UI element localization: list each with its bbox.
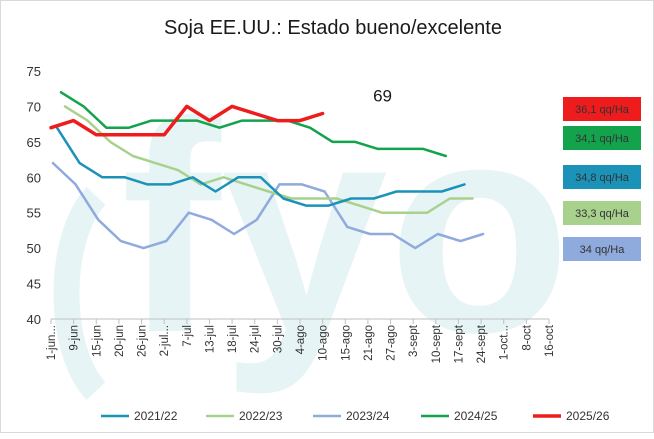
x-tick-label: 4-ago <box>295 325 307 354</box>
x-tick-label: 24-sept <box>476 324 488 363</box>
annotation-label: 69 <box>373 87 392 106</box>
legend-label: 2025/26 <box>566 409 610 423</box>
x-tick-label: 15-jun <box>91 325 103 357</box>
legend-label: 2021/22 <box>134 409 178 423</box>
series-line-2025-26 <box>49 104 325 137</box>
x-tick-label: 21-ago <box>363 325 375 361</box>
x-tick-label: 24-jul <box>250 325 262 353</box>
y-tick-label: 55 <box>27 206 41 221</box>
watermark-arc <box>53 187 106 400</box>
y-tick-label: 65 <box>27 135 41 150</box>
x-tick-label: 1-oct... <box>499 325 511 360</box>
yield-box-label: 34,8 qq/Ha <box>575 172 630 184</box>
x-tick-label: 13-jul <box>204 325 216 353</box>
yield-box-label: 34 qq/Ha <box>580 244 626 256</box>
y-tick-label: 45 <box>27 277 41 292</box>
yield-box <box>563 97 641 121</box>
x-tick-label: 9-jun <box>69 325 81 351</box>
yield-box <box>563 201 641 225</box>
y-axis: 40 45 50 55 60 65 70 75 <box>27 64 41 327</box>
x-tick-label: 10-ago <box>318 325 330 361</box>
yield-box-label: 34,1 qq/Ha <box>575 133 630 145</box>
legend-label: 2022/23 <box>239 409 283 423</box>
y-tick-label: 75 <box>27 64 41 79</box>
yield-box <box>563 126 641 150</box>
watermark-text: fyo <box>121 59 571 397</box>
y-tick-label: 60 <box>27 170 41 185</box>
legend-label: 2024/25 <box>454 409 498 423</box>
yield-box <box>563 237 641 261</box>
x-tick-label: 18-jul <box>227 325 239 353</box>
chart-title: Soja EE.UU.: Estado bueno/excelente <box>164 17 502 39</box>
x-tick-label: 10-sept <box>431 324 443 363</box>
series-lines <box>49 91 485 250</box>
series-line-2023-24 <box>51 161 485 250</box>
x-tick-label: 27-ago <box>386 325 398 361</box>
y-tick-label: 40 <box>27 312 41 327</box>
x-tick-label: 15-ago <box>340 325 352 361</box>
yield-box-label: 36,1 qq/Ha <box>575 104 630 116</box>
series-line-2024-25 <box>59 91 448 158</box>
x-tick-label: 16-oct <box>544 324 556 357</box>
x-tick-label: 2-jul... <box>159 325 171 356</box>
legend: 2021/22 2022/23 2023/24 2024/25 2025/26 <box>101 409 610 423</box>
x-tick-label: 30-jul <box>272 325 284 353</box>
x-tick-label: 20-jun <box>114 325 126 357</box>
legend-label: 2023/24 <box>346 409 390 423</box>
series-line-2022-23 <box>63 105 474 214</box>
yield-boxes: 36,1 qq/Ha 34,1 qq/Ha 34,8 qq/Ha 33,3 qq/Ha… <box>563 97 641 261</box>
x-tick-label: 17-sept <box>453 324 465 363</box>
y-tick-label: 50 <box>27 241 41 256</box>
annotations: 69 <box>373 87 392 106</box>
yield-box-label: 33,3 qq/Ha <box>575 208 630 220</box>
x-tick-label: 7-jul <box>182 325 194 347</box>
x-tick-label: 26-jun <box>137 325 149 357</box>
x-tick-label: 3-sept <box>408 324 420 357</box>
watermark-logo: fyo <box>53 59 571 400</box>
x-tick-label: 1-jun... <box>46 325 58 360</box>
x-tick-label: 8-oct <box>521 324 533 350</box>
x-axis: 1-jun... 9-jun 15-jun 20-jun 26-jun 2-jul... 7… <box>46 318 556 363</box>
series-line-2021-22 <box>55 126 466 207</box>
yield-box <box>563 165 641 189</box>
y-tick-label: 70 <box>27 99 41 114</box>
